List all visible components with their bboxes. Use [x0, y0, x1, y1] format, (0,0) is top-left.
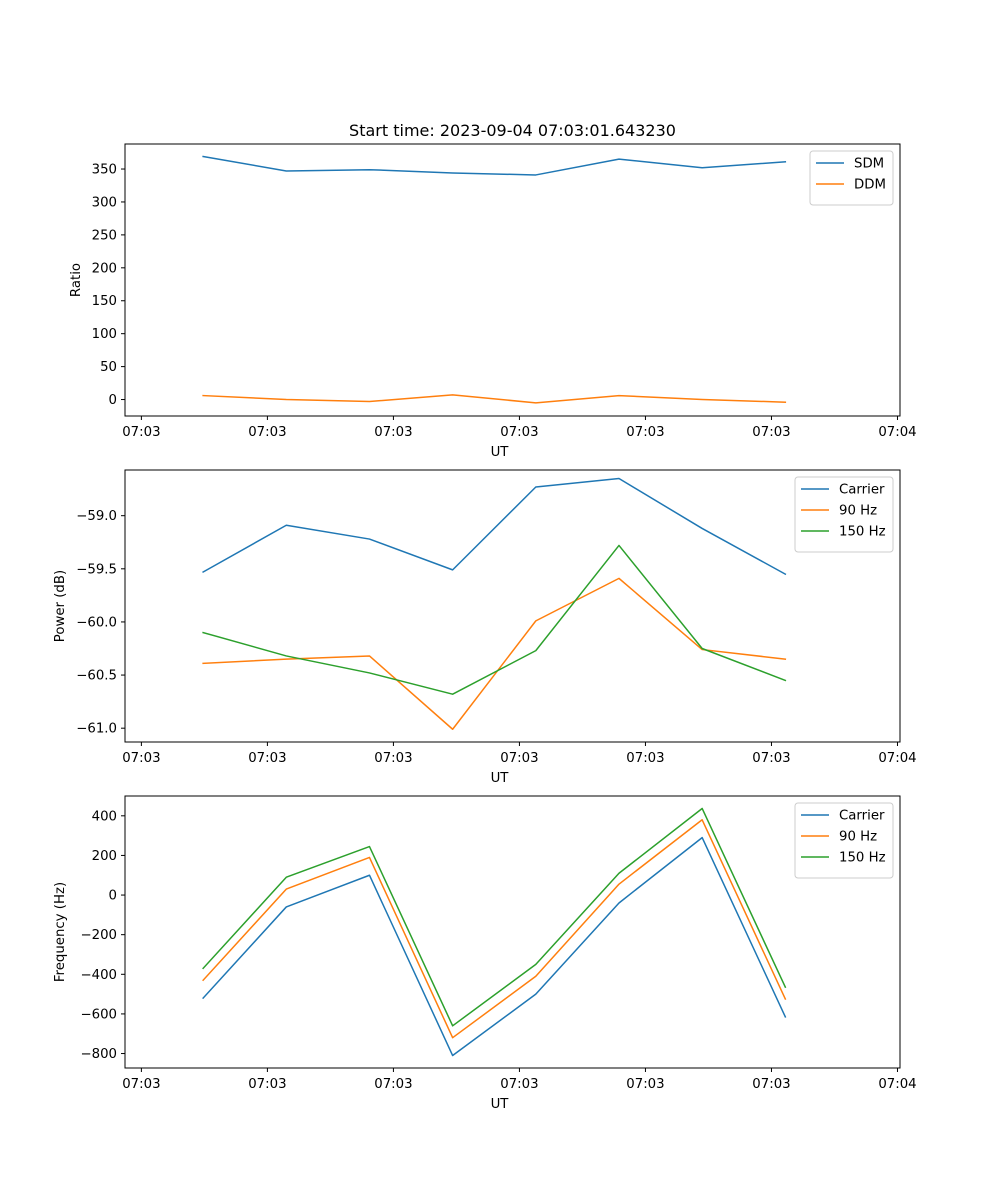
ratio-x-tick-label: 07:03 [626, 425, 664, 440]
ratio-legend-box [809, 150, 894, 206]
power-y-axis-label: Power (dB) [53, 570, 68, 642]
power-y-tick-label: −61.0 [76, 722, 117, 737]
frequency-series-line-150-hz [202, 807, 787, 1027]
ratio-legend-label: SDM [854, 157, 884, 172]
ratio-x-tick-label: 07:03 [752, 425, 790, 440]
frequency-y-tick-label: −600 [80, 1007, 117, 1022]
power-axes-frame [124, 469, 901, 743]
power-x-tick-label: 07:03 [248, 751, 286, 766]
ratio-x-tick-label: 07:03 [500, 425, 538, 440]
ratio-legend-label: DDM [854, 178, 886, 193]
frequency-panel: 07:03 07:03 07:03 07:03 07:03 07:03 07:04 −800 −… [53, 795, 917, 1112]
power-legend-box [794, 476, 894, 553]
frequency-y-axis-label: Frequency (Hz) [53, 882, 68, 982]
ratio-y-tick-label: 350 [92, 163, 117, 178]
power-legend: Carrier 90 Hz 150 Hz [794, 476, 894, 553]
power-legend-label: Carrier [839, 483, 885, 498]
ratio-y-tick-label: 50 [100, 360, 117, 375]
frequency-x-tick-label: 07:03 [500, 1077, 538, 1092]
frequency-x-axis-label: UT [491, 1097, 510, 1112]
frequency-y-tick-label: −400 [80, 968, 117, 983]
frequency-y-tick-label: −800 [80, 1047, 117, 1062]
frequency-legend-label: Carrier [839, 809, 885, 824]
frequency-y-tick-label: 0 [109, 889, 117, 904]
frequency-x-tick-label: 07:03 [752, 1077, 790, 1092]
frequency-legend-label: 150 Hz [839, 851, 886, 866]
ratio-y-tick-label: 150 [92, 294, 117, 309]
ratio-x-tick-label: 07:03 [248, 425, 286, 440]
frequency-y-tick-label: −200 [80, 928, 117, 943]
frequency-x-tick-label: 07:03 [248, 1077, 286, 1092]
ratio-y-tick-label: 0 [109, 393, 117, 408]
frequency-y-tick-label: 400 [92, 809, 117, 824]
power-legend-label: 90 Hz [839, 504, 877, 519]
frequency-x-tick-label: 07:03 [374, 1077, 412, 1092]
ratio-series-line-sdm [202, 155, 787, 176]
power-panel: 07:03 07:03 07:03 07:03 07:03 07:03 07:04 −61.0… [53, 469, 917, 786]
frequency-series-line-carrier [202, 836, 787, 1057]
power-x-tick-label: 07:03 [374, 751, 412, 766]
frequency-legend: Carrier 90 Hz 150 Hz [794, 802, 894, 879]
ratio-y-tick-label: 300 [92, 195, 117, 210]
frequency-x-tick-label: 07:03 [122, 1077, 160, 1092]
ratio-panel: 07:03 07:03 07:03 07:03 07:03 07:03 07:04 0 50 10… [69, 143, 917, 460]
ratio-x-tick-label: 07:03 [374, 425, 412, 440]
frequency-axes-frame [124, 795, 901, 1069]
frequency-y-tick-label: 200 [92, 849, 117, 864]
frequency-legend-box [794, 802, 894, 879]
power-legend-label: 150 Hz [839, 525, 886, 540]
power-y-tick-label: −59.5 [76, 562, 117, 577]
frequency-x-tick-label: 07:03 [626, 1077, 664, 1092]
ratio-y-tick-label: 200 [92, 261, 117, 276]
ratio-y-tick-label: 250 [92, 228, 117, 243]
power-series-line-150-hz [202, 544, 787, 695]
figure-title: Start time: 2023-09-04 07:03:01.643230 [349, 121, 676, 140]
power-y-tick-label: −60.0 [76, 615, 117, 630]
frequency-x-tick-label: 07:04 [878, 1077, 916, 1092]
power-x-axis-label: UT [491, 771, 510, 786]
ratio-x-tick-label: 07:03 [122, 425, 160, 440]
power-x-tick-label: 07:04 [878, 751, 916, 766]
frequency-legend-label: 90 Hz [839, 830, 877, 845]
power-x-tick-label: 07:03 [626, 751, 664, 766]
ratio-y-tick-label: 100 [92, 327, 117, 342]
ratio-y-axis-label: Ratio [69, 263, 84, 297]
frequency-series-line-90-hz [202, 819, 787, 1039]
ratio-x-axis-label: UT [491, 445, 510, 460]
power-y-tick-label: −59.0 [76, 509, 117, 524]
power-x-tick-label: 07:03 [122, 751, 160, 766]
ratio-axes-frame [124, 143, 901, 417]
power-series-line-carrier [202, 477, 787, 576]
power-x-tick-label: 07:03 [500, 751, 538, 766]
power-y-tick-label: −60.5 [76, 669, 117, 684]
ratio-legend: SDM DDM [809, 150, 894, 206]
power-x-tick-label: 07:03 [752, 751, 790, 766]
ratio-x-tick-label: 07:04 [878, 425, 916, 440]
ratio-series-line-ddm [202, 394, 787, 404]
